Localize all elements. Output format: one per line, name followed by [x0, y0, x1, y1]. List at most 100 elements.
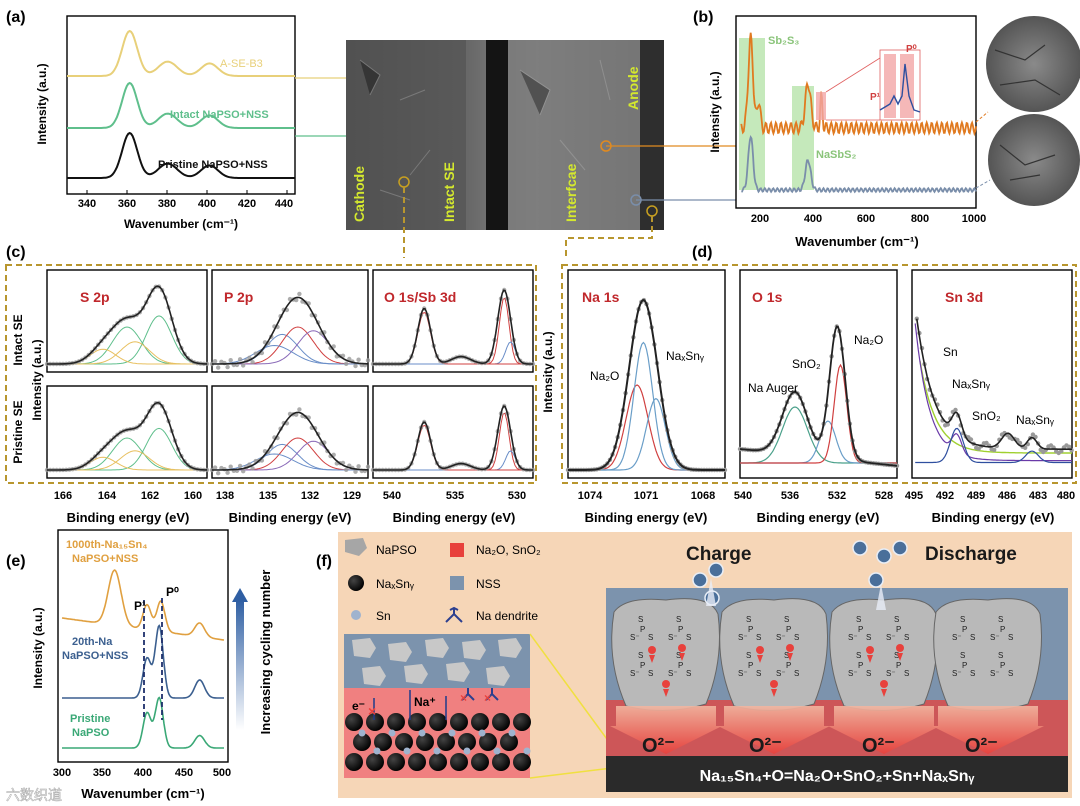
- ann-o-sno2: SnO₂: [792, 357, 821, 371]
- svg-text:×: ×: [460, 691, 467, 705]
- row-label-pristine: Pristine SE: [11, 400, 25, 463]
- legend-naxsny-swatch: [348, 575, 364, 591]
- cycling-arrow-head: [232, 588, 248, 602]
- panel-a-xticks: 340 360 380 400 420 440: [78, 190, 293, 210]
- svg-text:P: P: [896, 625, 901, 634]
- svg-text:S⁻: S⁻: [630, 669, 640, 678]
- naxsny-ball: [450, 713, 468, 731]
- panel-e-label: (e): [6, 553, 26, 570]
- panel-b-xticks: 200 400 600 800 1000: [751, 213, 986, 225]
- legend-sn: Sn: [376, 609, 391, 623]
- legend-na2o: Na₂O, SnO₂: [476, 543, 541, 557]
- svg-text:S: S: [746, 615, 751, 624]
- tick-d-1074: 1074: [578, 490, 603, 502]
- svg-text:S: S: [1008, 633, 1013, 642]
- sem-thumbnail-bottom: [988, 114, 1080, 206]
- panel-f-label: (f): [316, 553, 332, 570]
- svg-text:S⁻: S⁻: [886, 633, 896, 642]
- tick-d-1071: 1071: [634, 490, 658, 502]
- tick-c-135: 135: [259, 490, 277, 502]
- tick-b-800: 800: [911, 213, 929, 225]
- xlabel-c-p2p: Binding energy (eV): [229, 510, 352, 525]
- ion-droplet: [868, 572, 884, 588]
- svg-text:S⁻: S⁻: [776, 633, 786, 642]
- svg-text:S: S: [638, 615, 643, 624]
- title-o1s: O 1s: [752, 289, 783, 305]
- panel-b-frame: [735, 15, 977, 209]
- naxsny-ball: [492, 753, 510, 771]
- svg-text:S: S: [676, 615, 681, 624]
- title-sn3d: Sn 3d: [945, 289, 983, 305]
- panel-c-ylabel: Intensity (a.u.): [30, 339, 44, 420]
- svg-text:×: ×: [484, 691, 491, 705]
- tick-c-166: 166: [54, 490, 72, 502]
- naxsny-ball: [345, 713, 363, 731]
- panel-f: (f) NaPSO NaₓSnᵧ Sn Na₂O, SnO₂ NSS Na de…: [316, 532, 1072, 798]
- tick-b-200: 200: [751, 213, 769, 225]
- label-discharge: Discharge: [925, 544, 1017, 565]
- naxsny-ball: [429, 753, 447, 771]
- naxsny-ball: [513, 753, 531, 771]
- naxsny-ball: [471, 753, 489, 771]
- tick-a-440: 440: [275, 198, 293, 210]
- oxygen-arrow: [932, 706, 1044, 754]
- napso-particle: [352, 638, 376, 658]
- panel-d-ylabel: Intensity (a.u.): [541, 331, 555, 412]
- naxsny-ball: [366, 753, 384, 771]
- watermark: 六数织道: [6, 787, 62, 803]
- legend-e-pristine: Pristine: [70, 713, 110, 725]
- o2-label-3: O²⁻: [862, 735, 895, 757]
- tick-c-164: 164: [98, 490, 117, 502]
- naxsny-ball: [450, 753, 468, 771]
- oxygen-arrow: [828, 706, 940, 754]
- inset-curve: [879, 63, 921, 113]
- svg-text:S⁻: S⁻: [990, 633, 1000, 642]
- legend-e-20th: 20th-Na: [72, 636, 113, 648]
- svg-text:S: S: [794, 633, 799, 642]
- series-e-1000th: [61, 569, 225, 641]
- svg-text:P: P: [748, 625, 753, 634]
- panel-e: (e) Intensity (a.u.) P¹ P⁰ 1000th-Na₁₅Sn…: [6, 529, 273, 801]
- ann-e-p0: P⁰: [166, 585, 179, 599]
- o2-label-2: O²⁻: [749, 735, 782, 757]
- tick-c-138: 138: [216, 490, 234, 502]
- legend-dendrite-icon: [445, 606, 463, 623]
- xlabel-d-sn3d: Binding energy (eV): [932, 510, 1055, 525]
- ann-sn-naxsny-1: NaₓSnᵧ: [952, 377, 990, 391]
- ann-na-naxsny: NaₓSnᵧ: [666, 349, 704, 363]
- ann-p1: P¹: [870, 92, 881, 103]
- o2-label-1: O²⁻: [642, 735, 675, 757]
- svg-text:S⁻: S⁻: [738, 633, 748, 642]
- svg-text:S⁻: S⁻: [952, 669, 962, 678]
- svg-text:S⁻: S⁻: [848, 633, 858, 642]
- subplot-c-0-0: [46, 269, 208, 373]
- tick-a-340: 340: [78, 198, 96, 210]
- series-intact-napso-nss: [67, 81, 295, 129]
- ann-p0: P⁰: [906, 44, 917, 55]
- panel-b-ylabel: Intensity (a.u.): [708, 71, 722, 152]
- ion-droplet: [708, 562, 724, 578]
- subplot-c-0-2: [372, 269, 534, 373]
- tick-c-129: 129: [343, 490, 361, 502]
- svg-text:P: P: [640, 661, 645, 670]
- naxsny-ball: [395, 733, 413, 751]
- napso-grain: [719, 598, 828, 711]
- xlabel-d-na1s: Binding energy (eV): [585, 510, 708, 525]
- ann-sn-naxsny-2: NaₓSnᵧ: [1016, 413, 1054, 427]
- tick-d-528: 528: [875, 490, 893, 502]
- svg-text:P: P: [962, 625, 967, 634]
- tick-d-486: 486: [998, 490, 1016, 502]
- napso-particle: [362, 666, 386, 686]
- naxsny-ball: [387, 753, 405, 771]
- legend-pristine-napso-nss: Pristine NaPSO+NSS: [158, 159, 268, 171]
- svg-text:P: P: [786, 625, 791, 634]
- connector-to-d: [565, 216, 653, 258]
- tick-a-420: 420: [238, 198, 256, 210]
- svg-text:P: P: [678, 625, 683, 634]
- tick-b-1000: 1000: [962, 213, 986, 225]
- svg-text:S: S: [894, 615, 899, 624]
- svg-text:P: P: [858, 625, 863, 634]
- tick-d-540: 540: [734, 490, 752, 502]
- legend-e-1000th: 1000th-Na₁₅Sn₄: [66, 539, 147, 551]
